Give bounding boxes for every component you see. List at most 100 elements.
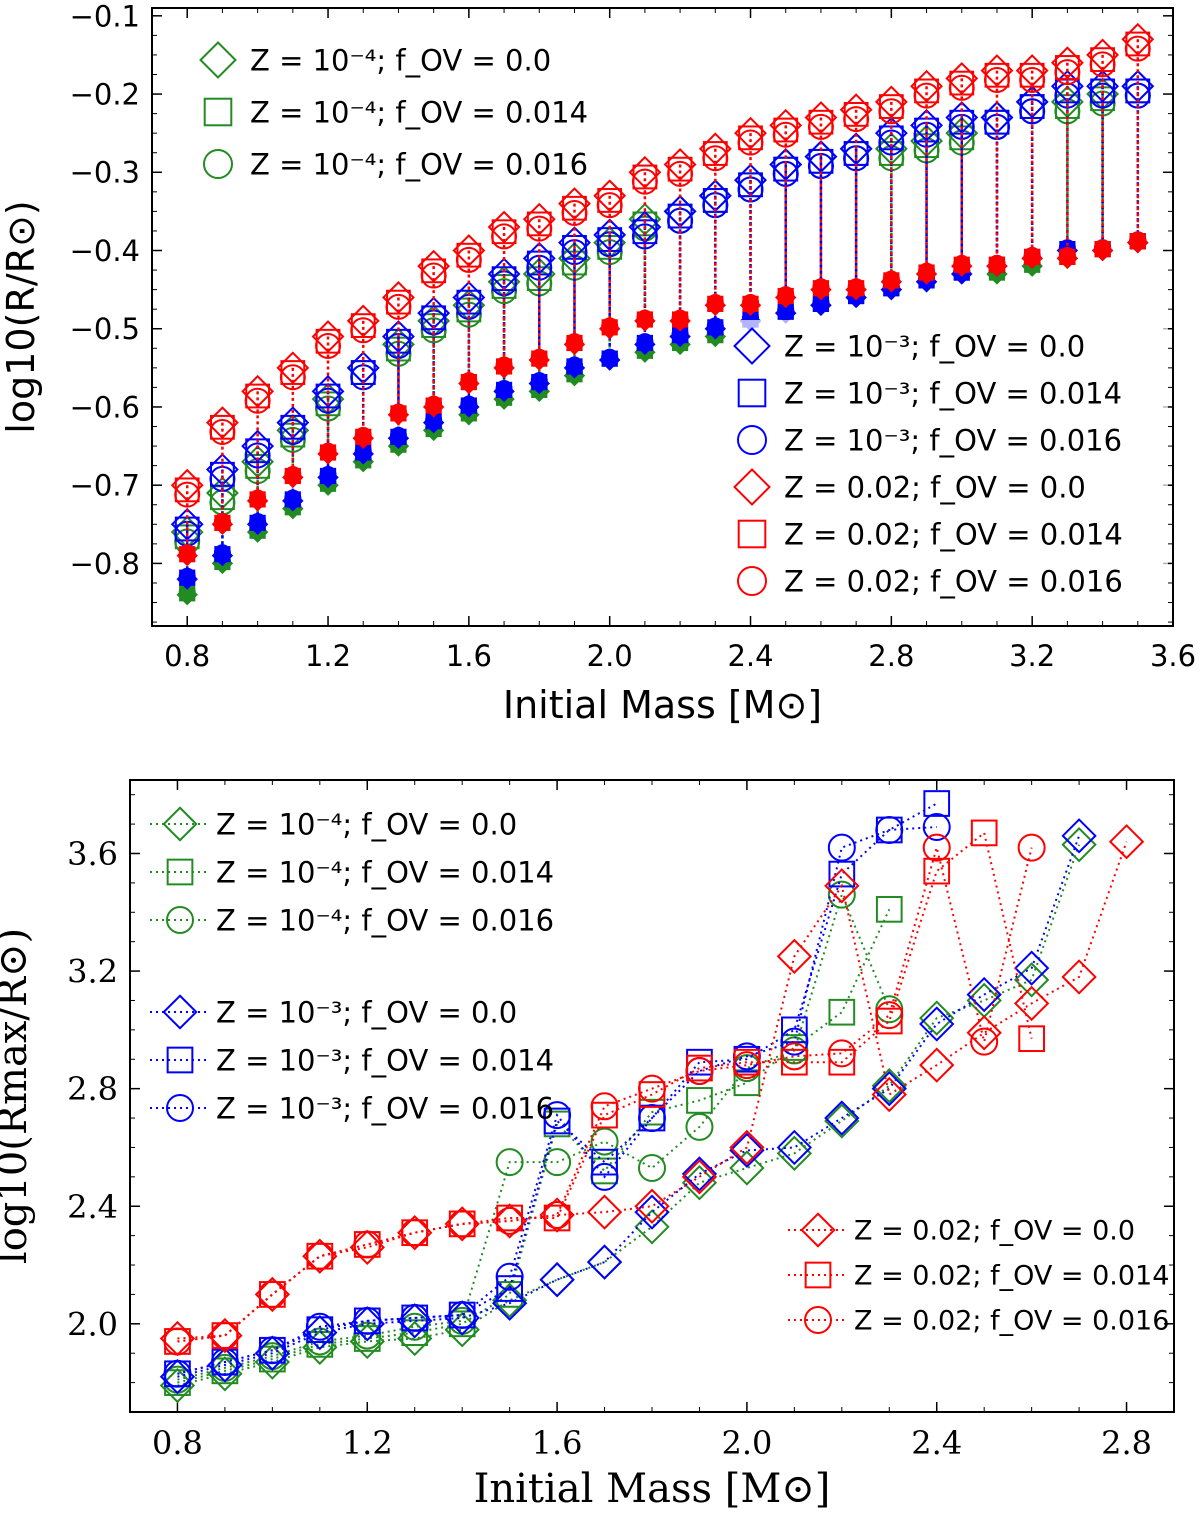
y-tick-label: −0.6 [70, 390, 140, 424]
upper-marker [276, 406, 310, 440]
data-point [776, 1129, 813, 1166]
data-point [919, 1000, 955, 1036]
upper-marker [170, 468, 204, 502]
data-point [539, 1262, 575, 1298]
lower-marker [284, 489, 302, 507]
data-point [824, 1103, 860, 1139]
lower-marker [636, 333, 654, 351]
y-tick-label: 2.8 [67, 1070, 118, 1108]
data-point [496, 1275, 523, 1302]
upper-marker [1089, 51, 1116, 78]
y-tick-label: 2.0 [67, 1305, 118, 1343]
upper-marker [276, 351, 310, 385]
legend-right-item-label: Z = 0.02; f_OV = 0.016 [784, 564, 1123, 598]
legend-top-item-label: Z = 10⁻⁴; f_OV = 0.0 [250, 43, 551, 77]
data-point [1013, 985, 1050, 1022]
upper-marker [561, 199, 588, 226]
data-point [353, 1321, 382, 1350]
data-point [780, 1027, 809, 1056]
data-point [824, 868, 860, 904]
x-tick-label: 2.4 [727, 639, 773, 673]
y-tick-label: −0.4 [70, 234, 140, 268]
upper-marker [417, 249, 451, 283]
upper-marker [772, 121, 799, 148]
legend-right-item-label: Z = 0.02; f_OV = 0.014 [784, 517, 1123, 551]
legend-top-item-marker [199, 41, 237, 79]
lower-marker [354, 426, 372, 444]
upper-marker [769, 108, 803, 142]
upper-marker [702, 145, 729, 172]
lower-marker [495, 380, 513, 398]
lower-marker [777, 286, 795, 304]
legend-left-item-label: Z = 10⁻⁴; f_OV = 0.014 [216, 855, 554, 889]
data-point [970, 819, 998, 847]
data-point [685, 1112, 714, 1141]
x-axis-label: Initial Mass [M⊙] [474, 1466, 831, 1512]
upper-marker [491, 278, 518, 305]
x-tick-label: 2.0 [721, 1424, 772, 1462]
upper-marker [628, 155, 662, 189]
data-point [966, 976, 1002, 1013]
data-point [923, 790, 951, 817]
top-panel: 0.8 1.2 1.6 2.0 2.4 2.8 3.2 3.6 −0.8 −0.7 −0.6 −0.5… [0, 0, 1196, 727]
data-point [828, 1048, 856, 1076]
lower-marker [530, 372, 548, 390]
lower-marker [706, 293, 724, 311]
data-point [302, 1314, 338, 1351]
upper-marker [279, 364, 306, 391]
x-tick-label: 2.0 [587, 639, 633, 673]
data-point [591, 1101, 618, 1129]
lower-marker [565, 356, 583, 374]
data-point [353, 1230, 382, 1259]
y-tick-label: −0.7 [70, 469, 140, 503]
data-point [400, 1303, 429, 1332]
lower-marker [601, 317, 619, 335]
legend-left-item-label: Z = 10⁻⁴; f_OV = 0.016 [216, 903, 554, 937]
data-point [776, 938, 813, 975]
lower-marker [495, 356, 513, 374]
upper-marker [945, 61, 979, 95]
data-point [871, 1068, 907, 1104]
lower-marker [249, 489, 267, 507]
legend-left-item-marker [162, 994, 198, 1030]
legend-left-item-marker [166, 858, 194, 886]
data-point [543, 1201, 572, 1230]
upper-marker [843, 106, 870, 133]
legend-top-item-marker [203, 97, 233, 127]
data-point [638, 1104, 666, 1133]
data-point [401, 1319, 429, 1346]
lower-marker [882, 270, 900, 288]
upper-marker [593, 179, 627, 213]
data-point [733, 1069, 761, 1097]
y-tick-label: −0.3 [70, 156, 140, 190]
upper-marker [663, 148, 697, 181]
data-point [638, 1154, 666, 1183]
upper-marker [878, 129, 905, 156]
data-point [496, 1204, 523, 1232]
data-point [875, 1001, 904, 1030]
data-point [686, 1087, 713, 1114]
lower-marker [425, 395, 443, 413]
data-point [871, 1076, 907, 1113]
lower-marker [213, 544, 231, 562]
data-point [543, 1101, 572, 1130]
legend-right-item-marker [804, 1306, 832, 1334]
data-point [875, 815, 904, 844]
data-point [590, 1162, 619, 1191]
x-tick-label: 2.8 [1101, 1424, 1152, 1462]
legend-left-item-label: Z = 10⁻³; f_OV = 0.014 [216, 1043, 554, 1077]
upper-marker [455, 246, 482, 273]
lower-marker [284, 466, 302, 484]
upper-marker [241, 429, 275, 463]
data-point [586, 1244, 623, 1280]
legend-background [728, 320, 1168, 602]
data-point [159, 1359, 196, 1395]
upper-marker [315, 387, 342, 414]
data-point [254, 1335, 291, 1371]
data-point [634, 1194, 670, 1230]
upper-marker [631, 168, 658, 195]
data-point [638, 1074, 666, 1103]
data-point [448, 1300, 477, 1329]
upper-marker [346, 304, 380, 338]
